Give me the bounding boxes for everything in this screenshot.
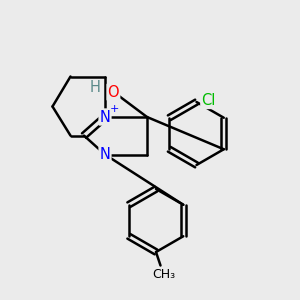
Text: H: H	[90, 80, 101, 95]
Text: O: O	[108, 85, 119, 100]
Text: +: +	[109, 104, 119, 115]
Text: N: N	[100, 110, 110, 124]
Text: CH₃: CH₃	[152, 268, 175, 281]
Text: N: N	[100, 147, 110, 162]
Text: Cl: Cl	[201, 93, 216, 108]
